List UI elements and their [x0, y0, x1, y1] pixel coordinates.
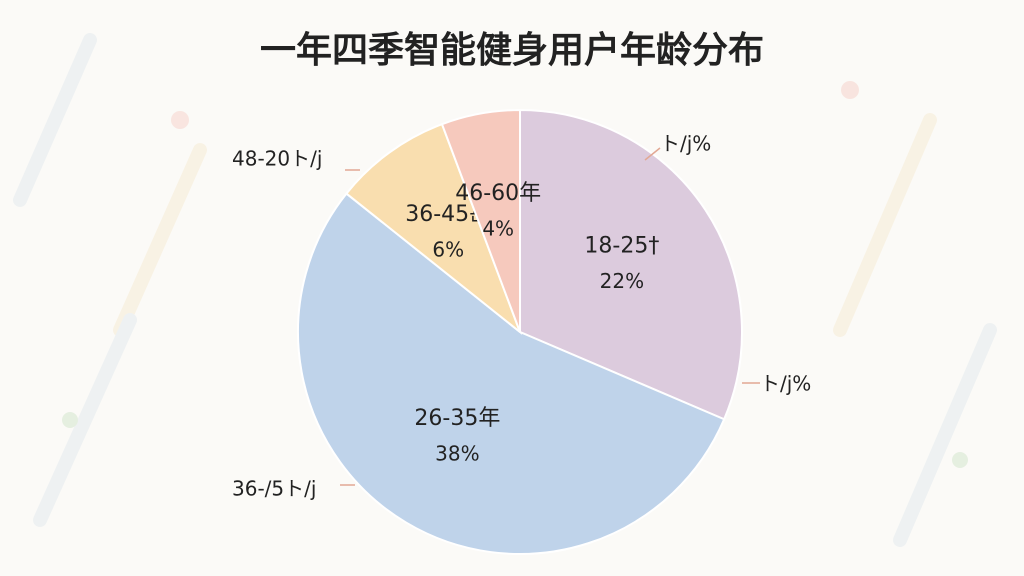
annotation: ト/j% — [660, 132, 711, 156]
annotation: 48-20ト/j — [232, 147, 322, 171]
slice-value: 6% — [432, 238, 464, 262]
slice-value: 38% — [435, 441, 479, 465]
slice-category: 18-25† — [584, 234, 659, 259]
pie-slice — [519, 108, 743, 421]
pie-slice — [297, 192, 726, 555]
pie-slice — [440, 108, 521, 333]
annotation: 36-/5ト/j — [232, 477, 316, 501]
pie-slice — [345, 122, 523, 336]
leader-line — [644, 147, 661, 161]
decoration — [13, 33, 997, 547]
slice-value: 22% — [600, 269, 644, 293]
slice-category: 46-60年 — [455, 181, 541, 206]
chart-title: 一年四季智能健身用户年龄分布 — [260, 30, 764, 71]
slice-category: 26-35年 — [414, 406, 500, 431]
annotation: ト/j% — [760, 372, 811, 396]
slice-value: 4% — [482, 216, 514, 240]
